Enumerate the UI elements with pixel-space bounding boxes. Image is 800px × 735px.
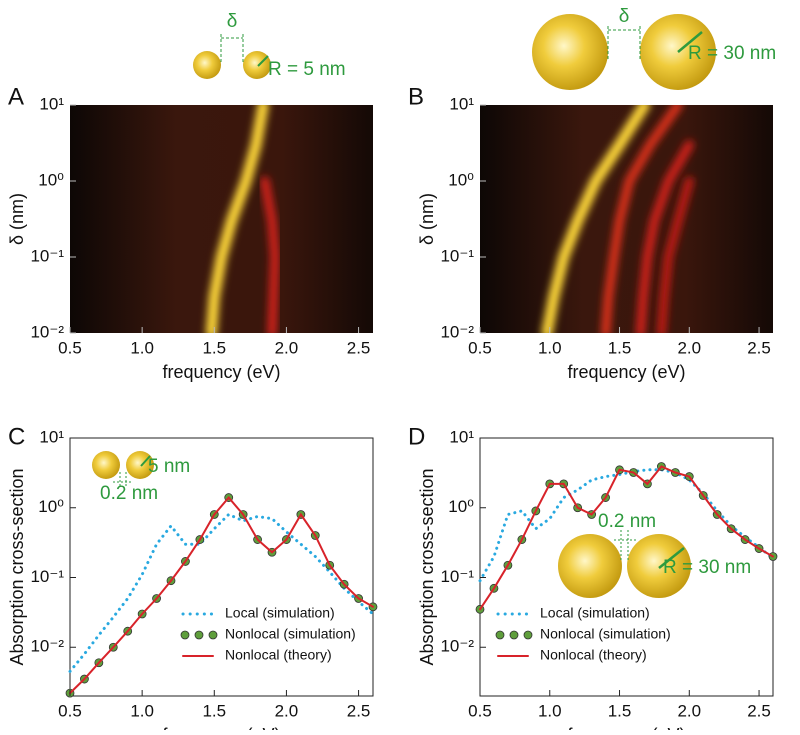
y-axis-label: δ (nm) xyxy=(417,193,437,245)
y-tick-label: 10⁻² xyxy=(440,322,474,341)
inset-c xyxy=(92,451,154,486)
x-tick-label: 2.0 xyxy=(275,338,299,357)
x-tick-label: 1.0 xyxy=(538,338,562,357)
y-tick-label: 10⁻¹ xyxy=(30,246,64,265)
y-tick-label: 10¹ xyxy=(39,94,64,113)
panel-1: B 0.5 1.0 1.5 2.0 2.5 10¹ 10⁰ 10⁻¹ 10⁻² frequency … xyxy=(408,6,776,382)
y-tick-label: 10⁻¹ xyxy=(440,246,474,265)
y-axis-label: δ (nm) xyxy=(7,193,27,245)
x-axis-label: frequency (eV) xyxy=(162,725,280,730)
plot-frame xyxy=(479,437,774,697)
heatmap-background xyxy=(70,105,373,333)
y-tick-label: 10⁰ xyxy=(38,170,64,189)
legend-label: Nonlocal (theory) xyxy=(540,647,647,663)
x-tick-label: 0.5 xyxy=(58,338,82,357)
line xyxy=(479,465,774,611)
y-tick-label: 10¹ xyxy=(449,94,474,113)
y-tick-label: 10⁻² xyxy=(440,637,474,656)
y-tick-label: 10⁻² xyxy=(30,322,64,341)
y-axis-label: Absorption cross-section xyxy=(417,468,437,665)
y-tick-label: 10⁻¹ xyxy=(440,567,474,586)
panel-label: A xyxy=(8,83,24,110)
y-tick-label: 10⁻² xyxy=(30,637,64,656)
resonance-ridge xyxy=(636,140,694,333)
legend-marker xyxy=(208,630,218,640)
panel-2: C Local (simulation) Nonlocal (simulation)… xyxy=(7,423,378,735)
y-axis-label: Absorption cross-section xyxy=(7,468,27,665)
x-tick-label: 2.5 xyxy=(347,701,371,720)
x-tick-label: 0.5 xyxy=(468,701,492,720)
annotation: R = 5 nm xyxy=(268,59,346,80)
x-tick-label: 0.5 xyxy=(58,701,82,720)
panel-label: D xyxy=(408,423,425,450)
legend-label: Nonlocal (simulation) xyxy=(540,626,671,642)
x-tick-label: 1.5 xyxy=(202,338,226,357)
legend-marker xyxy=(523,630,533,640)
panel-label: C xyxy=(8,423,25,450)
y-tick-label: 10⁰ xyxy=(448,497,474,516)
x-axis-label: frequency (eV) xyxy=(567,362,685,382)
x-tick-label: 2.5 xyxy=(747,338,771,357)
x-tick-label: 1.5 xyxy=(608,701,632,720)
x-tick-label: 2.0 xyxy=(275,701,299,720)
y-tick-label: 10⁻¹ xyxy=(30,567,64,586)
resonance-ridge xyxy=(541,105,651,333)
x-tick-label: 2.5 xyxy=(347,338,371,357)
resonance-ridge xyxy=(601,105,683,333)
panel-label: B xyxy=(408,83,424,110)
x-tick-label: 2.0 xyxy=(677,338,701,357)
x-tick-label: 1.0 xyxy=(130,701,154,720)
inset-b xyxy=(532,14,716,90)
legend-marker xyxy=(495,630,505,640)
legend-marker xyxy=(180,630,190,640)
panel-0: A 0.5 1.0 1.5 2.0 2.5 10¹ 10⁰ 10⁻¹ 10⁻² frequency … xyxy=(7,11,373,382)
panel-3: D Local (simulation) Nonlocal (simulation)… xyxy=(408,423,778,735)
x-axis-label: frequency (eV) xyxy=(162,362,280,382)
plot-frame xyxy=(69,437,374,697)
resonance-ridge xyxy=(205,105,269,333)
resonance-ridge xyxy=(260,176,280,333)
x-tick-label: 0.5 xyxy=(468,338,492,357)
legend-label: Nonlocal (theory) xyxy=(225,647,332,663)
y-tick-label: 10¹ xyxy=(39,427,64,446)
x-tick-label: 2.0 xyxy=(677,701,701,720)
annotation: 0.2 nm xyxy=(100,483,158,504)
annotation: 5 nm xyxy=(148,456,190,477)
y-tick-label: 10⁰ xyxy=(38,497,64,516)
x-tick-label: 1.5 xyxy=(608,338,632,357)
x-tick-label: 1.5 xyxy=(202,701,226,720)
x-tick-label: 1.0 xyxy=(538,701,562,720)
dotted-line xyxy=(478,468,775,583)
inset-a xyxy=(193,34,271,79)
legend-label: Nonlocal (simulation) xyxy=(225,626,356,642)
resonance-ridge xyxy=(656,176,694,333)
legend-label: Local (simulation) xyxy=(540,605,650,621)
x-axis-label: frequency (eV) xyxy=(567,725,685,730)
y-tick-label: 10¹ xyxy=(449,427,474,446)
annotation: R = 30 nm xyxy=(663,557,751,578)
x-tick-label: 2.5 xyxy=(747,701,771,720)
annotation: 0.2 nm xyxy=(598,511,656,532)
legend-marker xyxy=(194,630,204,640)
legend-label: Local (simulation) xyxy=(225,605,335,621)
line xyxy=(69,496,374,695)
x-tick-label: 1.0 xyxy=(130,338,154,357)
annotation: δ xyxy=(227,11,238,32)
legend-marker xyxy=(509,630,519,640)
y-tick-label: 10⁰ xyxy=(448,170,474,189)
annotation: R = 30 nm xyxy=(688,43,776,64)
annotation: δ xyxy=(619,6,630,27)
inset-d xyxy=(558,530,691,598)
